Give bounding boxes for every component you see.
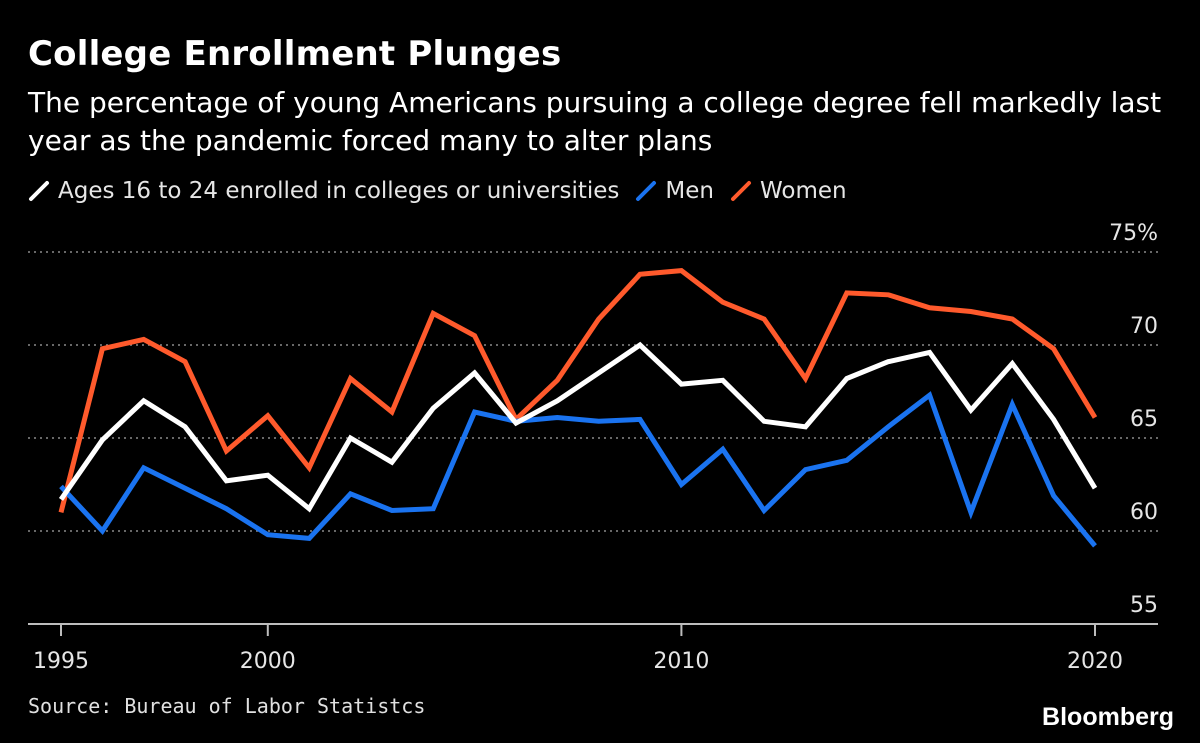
chart-subtitle: The percentage of young Americans pursui…: [28, 86, 1162, 157]
legend-swatch-men: [636, 181, 657, 201]
series-line-men: [59, 391, 1097, 548]
series-line-total: [58, 341, 1098, 513]
y-tick-label-65: 65: [1130, 407, 1158, 432]
legend-item-women: Women: [730, 178, 847, 204]
x-tick-label-1995: 1995: [33, 649, 89, 674]
x-tick-label-2010: 2010: [653, 649, 709, 674]
legend-item-men: Men: [635, 178, 714, 204]
bloomberg-logo: Bloomberg: [1042, 703, 1174, 731]
legend-item-total: Ages 16 to 24 enrolled in colleges or un…: [28, 178, 619, 204]
legend-swatch-women: [731, 181, 751, 201]
source-note: Source: Bureau of Labor Statistcs: [28, 694, 426, 718]
y-tick-label-70: 70: [1130, 314, 1158, 339]
chart-title: College Enrollment Plunges: [28, 34, 562, 74]
legend-label-women: Women: [760, 178, 847, 204]
y-tick-label-60: 60: [1130, 500, 1158, 525]
chart-legend: Ages 16 to 24 enrolled in colleges or un…: [28, 178, 863, 204]
y-tick-label-75: 75%: [1109, 221, 1158, 246]
legend-label-men: Men: [665, 178, 714, 204]
legend-swatch-total: [29, 181, 49, 201]
legend-label-total: Ages 16 to 24 enrolled in colleges or un…: [58, 178, 620, 204]
y-tick-label-55: 55: [1130, 593, 1158, 618]
x-tick-label-2020: 2020: [1067, 649, 1123, 674]
series-line-women: [58, 268, 1098, 514]
x-tick-label-2000: 2000: [240, 649, 296, 674]
